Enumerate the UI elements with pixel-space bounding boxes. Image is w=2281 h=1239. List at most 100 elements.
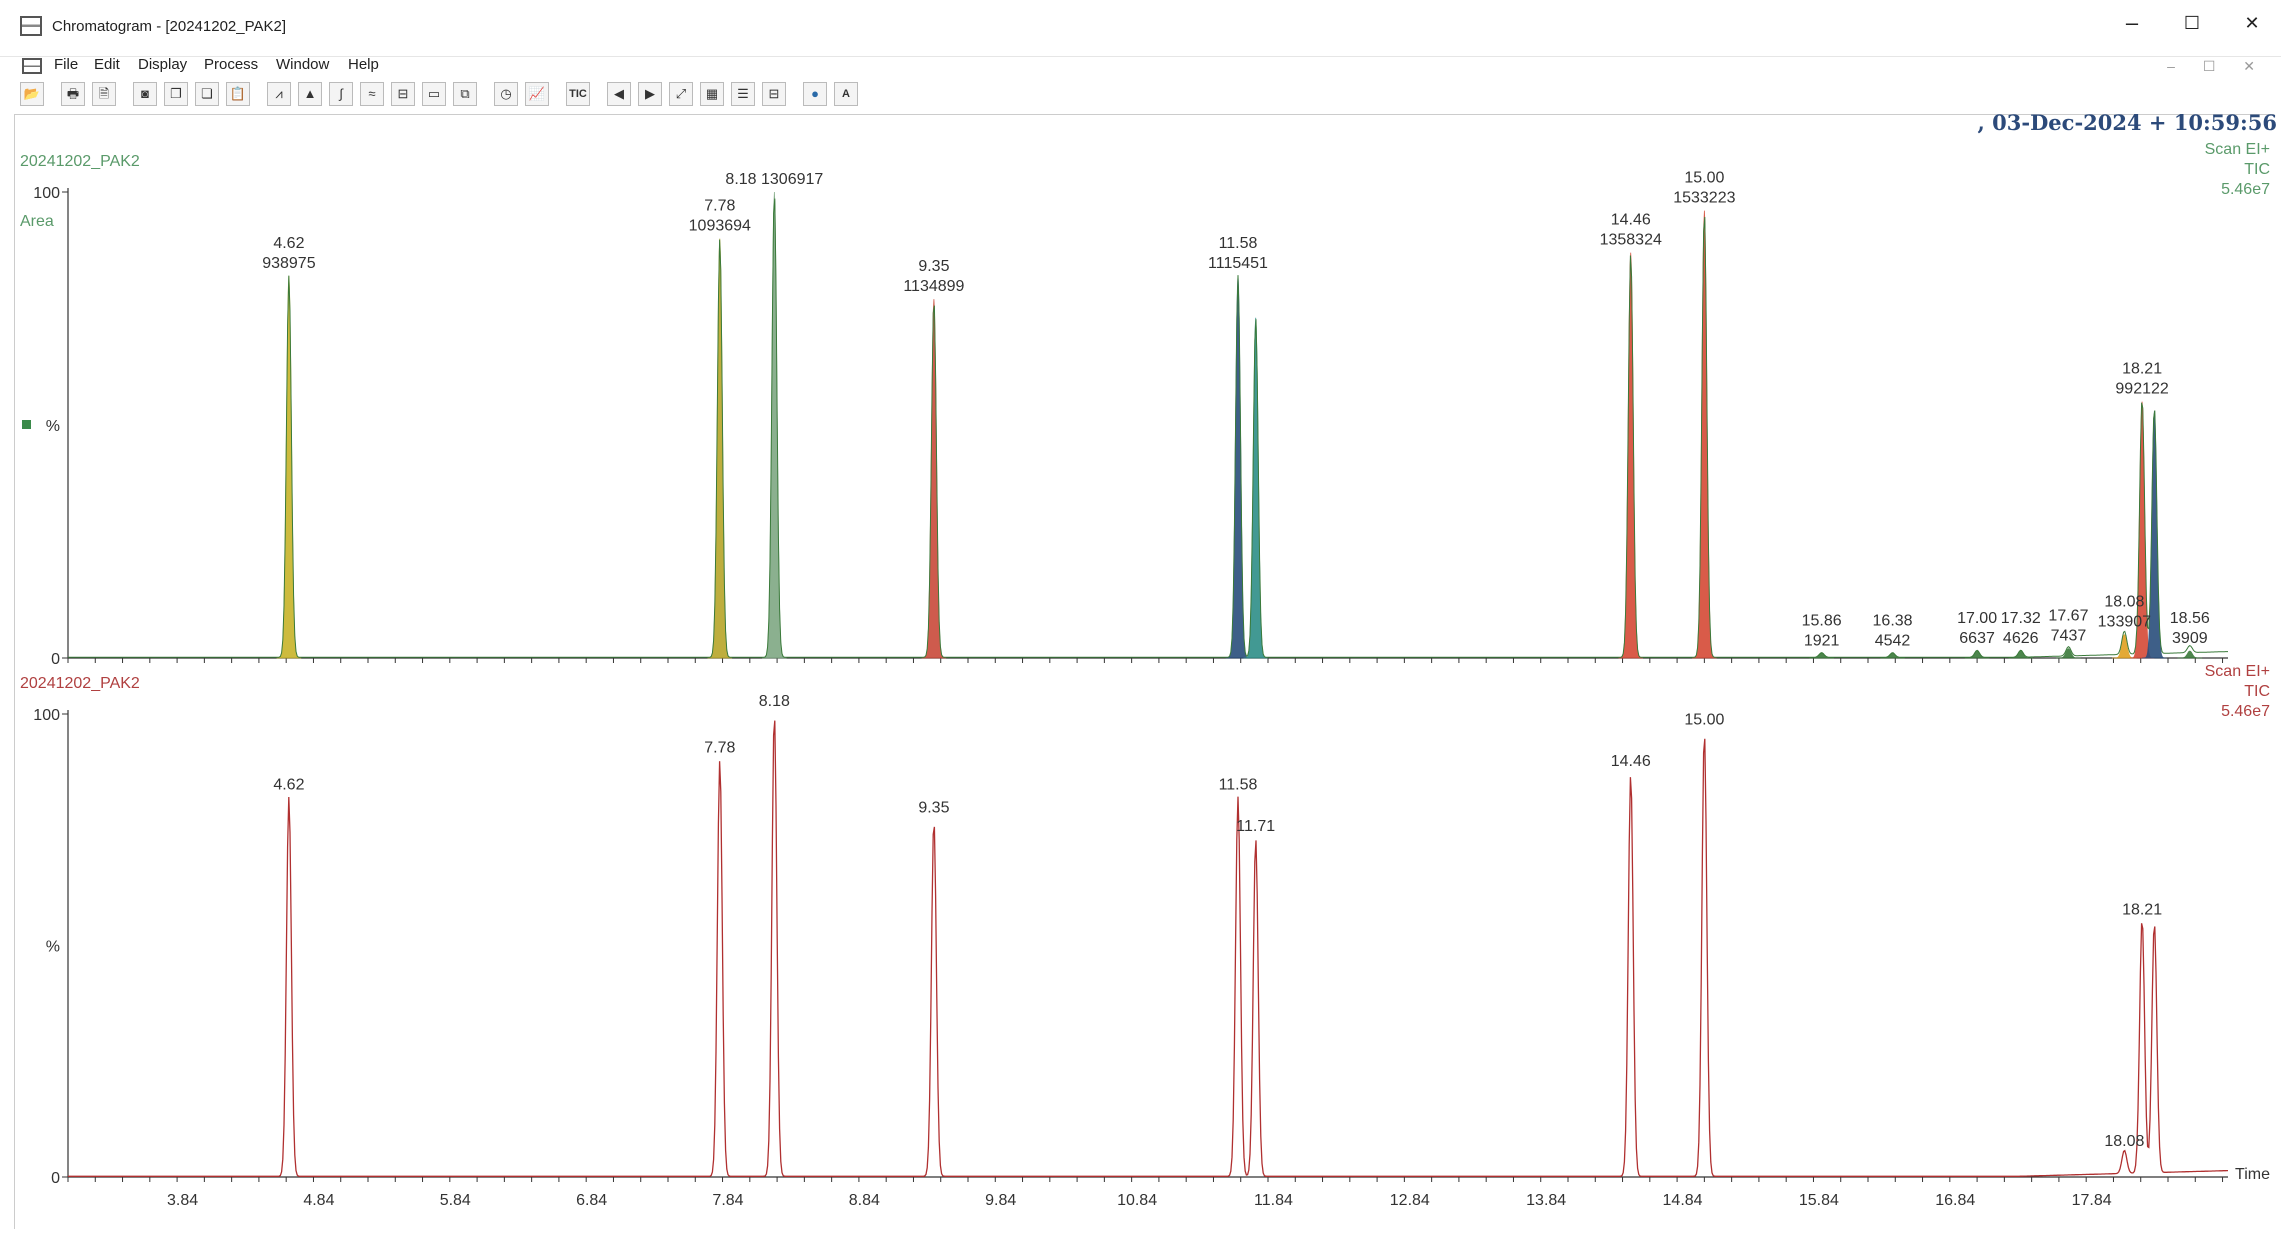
peak-label: 4626 xyxy=(2003,630,2039,647)
peak-label: 992122 xyxy=(2115,381,2168,398)
x-tick-label: 11.84 xyxy=(1254,1192,1293,1209)
peak-label: 15.00 xyxy=(1684,712,1724,729)
subtract-icon[interactable]: ⊟ xyxy=(391,82,415,106)
x-tick-label: 9.84 xyxy=(985,1192,1016,1209)
zoom-fit-icon[interactable]: ⤢ xyxy=(669,82,693,106)
peak-label: 17.32 xyxy=(2001,610,2041,627)
close-button[interactable]: ✕ xyxy=(2244,13,2260,33)
camera-icon[interactable]: ◙ xyxy=(133,82,157,106)
menu-help[interactable]: Help xyxy=(348,56,379,73)
divider xyxy=(14,114,2274,115)
peak-label: 1921 xyxy=(1804,632,1840,649)
peak-label: 16.38 xyxy=(1873,612,1913,629)
mode-label: Area xyxy=(20,213,54,230)
sample-name: 20241202_PAK2 xyxy=(20,675,140,692)
peak-area xyxy=(762,191,787,659)
peak-icon[interactable]: ▲ xyxy=(298,82,322,106)
right-arrow-icon[interactable]: ▶ xyxy=(638,82,662,106)
menu-file[interactable]: File xyxy=(54,56,79,73)
mdi-controls[interactable]: – ☐ ✕ xyxy=(2167,58,2267,74)
menu-process[interactable]: Process xyxy=(204,56,259,73)
menu-display[interactable]: Display xyxy=(138,56,188,73)
x-tick-label: 16.84 xyxy=(1935,1192,1975,1209)
x-tick-label: 8.84 xyxy=(849,1192,880,1209)
toolbar-button-a[interactable]: A xyxy=(834,82,858,106)
spectrum-icon[interactable]: ⩘ xyxy=(267,82,291,106)
trace-info: Scan EI+ xyxy=(2205,663,2270,680)
window-icon[interactable]: ▭ xyxy=(422,82,446,106)
copy-list-icon[interactable]: ❏ xyxy=(195,82,219,106)
x-tick-label: 17.84 xyxy=(2072,1192,2112,1209)
smooth-icon[interactable]: ≈ xyxy=(360,82,384,106)
peak-label: 9.35 xyxy=(918,799,949,816)
peak-label: 18.21 xyxy=(2122,901,2162,918)
peak-label: 3909 xyxy=(2172,630,2208,647)
peak-label: 8.18 xyxy=(759,693,790,710)
peak-label: 18.08 xyxy=(2104,1133,2144,1150)
peak-label: 14.46 xyxy=(1611,753,1651,770)
peak-label: 1115451 xyxy=(1208,255,1268,272)
peak-label: 7.78 xyxy=(704,739,735,756)
peak-area xyxy=(1809,652,1834,659)
peak-label: 11.58 xyxy=(1219,776,1258,793)
title-bar: Chromatogram - [20241202_PAK2] – ☐ ✕ xyxy=(0,0,2281,57)
print-icon[interactable]: 🖶 xyxy=(61,82,85,106)
peak-label: 938975 xyxy=(262,255,315,272)
peak-label: 18.08 xyxy=(2104,594,2144,611)
peak-label: 17.00 xyxy=(1957,610,1997,627)
minimize-button[interactable]: – xyxy=(2125,10,2139,35)
x-tick-label: 14.84 xyxy=(1663,1192,1703,1209)
datetime-text: 03-Dec-2024 + 10:59:56 xyxy=(1992,110,2277,135)
trace-line xyxy=(68,720,2228,1177)
x-tick-label: 10.84 xyxy=(1117,1192,1157,1209)
peak-label: 7437 xyxy=(2051,628,2087,645)
open-icon[interactable]: 📂 xyxy=(20,82,44,106)
integrate-icon[interactable]: ∫ xyxy=(329,82,353,106)
peak-label: 1533223 xyxy=(1673,190,1735,207)
stack-icon[interactable]: ☰ xyxy=(731,82,755,106)
sample-name: 20241202_PAK2 xyxy=(20,153,140,170)
menu-edit[interactable]: Edit xyxy=(94,56,120,73)
print-preview-icon[interactable]: 🗎 xyxy=(92,82,116,106)
x-tick-label: 15.84 xyxy=(1799,1192,1839,1209)
menu-bar: File Edit Display Process Window Help – … xyxy=(0,52,2281,80)
peak-area xyxy=(1880,652,1905,659)
x-tick-label: 13.84 xyxy=(1526,1192,1566,1209)
split-icon[interactable]: ⊟ xyxy=(762,82,786,106)
peak-area xyxy=(1692,210,1717,659)
peak-label: 4.62 xyxy=(273,776,304,793)
chart-icon[interactable]: 📈 xyxy=(525,82,549,106)
globe-icon[interactable]: ● xyxy=(803,82,827,106)
paste-icon[interactable]: 📋 xyxy=(226,82,250,106)
copy-icon[interactable]: ❐ xyxy=(164,82,188,106)
toolbar: 📂 🖶 🗎 ◙ ❐ ❏ 📋 ⩘ ▲ ∫ ≈ ⊟ ▭ ⧉ ◷ 📈 TIC ◀ ▶ ⤢ ▦ ☰ ⊟ ● A xyxy=(16,80,1616,110)
y-tick-label: 100 xyxy=(33,185,60,202)
menu-window[interactable]: Window xyxy=(276,56,330,73)
app-icon xyxy=(20,16,42,36)
peak-label: 11.58 xyxy=(1219,235,1258,252)
window-title: Chromatogram - [20241202_PAK2] xyxy=(52,18,287,35)
grid-icon[interactable]: ▦ xyxy=(700,82,724,106)
peak-label: 15.86 xyxy=(1802,612,1842,629)
peak-area xyxy=(921,299,947,659)
overlay-icon[interactable]: ⧉ xyxy=(453,82,477,106)
trace-line xyxy=(68,198,2228,658)
y-tick-label: 0 xyxy=(51,1170,60,1187)
trace-info: TIC xyxy=(2244,161,2270,178)
peak-label: 1093694 xyxy=(689,218,751,235)
peak-area xyxy=(2056,648,2081,659)
y-tick-label: 0 xyxy=(51,651,60,668)
peak-label: 8.18 1306917 xyxy=(725,171,823,188)
legend-marker xyxy=(22,420,31,429)
trace-info: 5.46e7 xyxy=(2221,703,2270,720)
peak-label: 18.21 xyxy=(2122,361,2162,378)
timer-icon[interactable]: ◷ xyxy=(494,82,518,106)
left-arrow-icon[interactable]: ◀ xyxy=(607,82,631,106)
toolbar-button-tic[interactable]: TIC xyxy=(566,82,590,106)
x-tick-label: 4.84 xyxy=(303,1192,334,1209)
peak-label: 18.56 xyxy=(2170,610,2210,627)
peak-label: 6637 xyxy=(1959,630,1995,647)
maximize-button[interactable]: ☐ xyxy=(2183,13,2201,33)
x-tick-label: 7.84 xyxy=(712,1192,743,1209)
